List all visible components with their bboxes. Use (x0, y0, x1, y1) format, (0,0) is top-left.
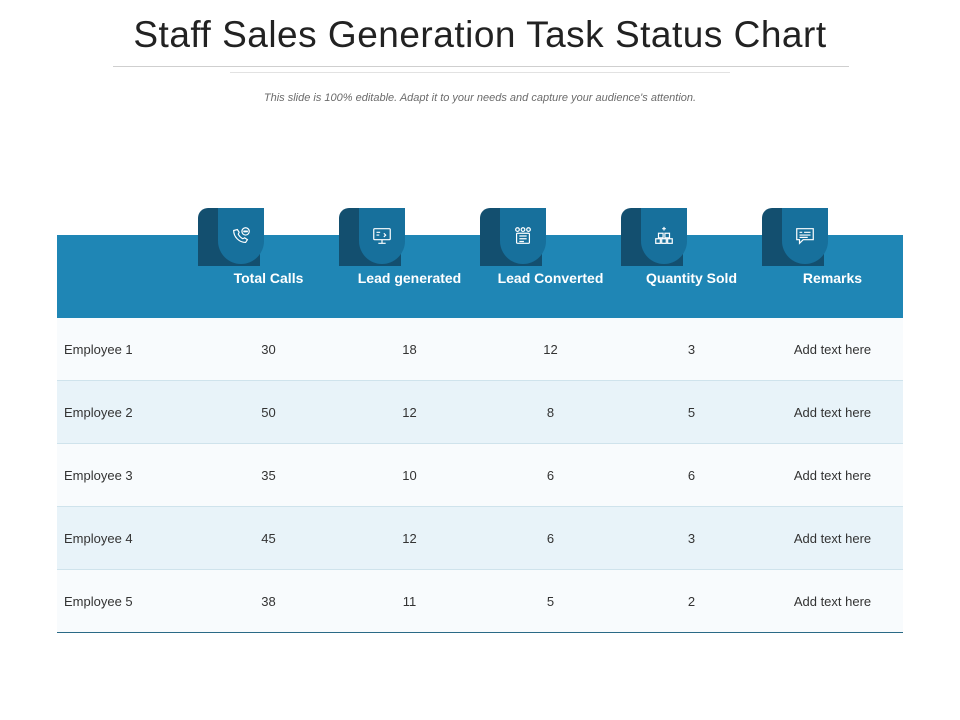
phone-chat-icon (218, 208, 264, 264)
table-row: Employee 1 30 18 12 3 Add text here (57, 318, 903, 381)
cell-lead-generated: 10 (402, 468, 417, 483)
cell-total-calls: 30 (261, 342, 276, 357)
header-lead-generated: Lead generated (357, 270, 462, 286)
cell-total-calls: 50 (261, 405, 276, 420)
people-board-icon (500, 208, 546, 264)
row-employee-name: Employee 4 (64, 531, 133, 546)
page-title: Staff Sales Generation Task Status Chart (133, 14, 827, 55)
cell-lead-generated: 12 (402, 531, 417, 546)
cell-remarks: Add text here (793, 531, 872, 546)
table-body: Employee 1 30 18 12 3 Add text here Empl… (57, 318, 903, 633)
cell-lead-generated: 12 (402, 405, 417, 420)
title-divider-secondary (230, 72, 730, 73)
row-employee-name: Employee 3 (64, 468, 133, 483)
cell-lead-generated: 18 (402, 342, 417, 357)
table-row: Employee 4 45 12 6 3 Add text here (57, 507, 903, 570)
row-employee-name: Employee 1 (64, 342, 133, 357)
header-lead-converted: Lead Converted (497, 270, 604, 286)
monitor-icon (359, 208, 405, 264)
header-remarks: Remarks (802, 270, 863, 286)
table-row: Employee 2 50 12 8 5 Add text here (57, 381, 903, 444)
header-total-calls: Total Calls (233, 270, 304, 286)
sales-status-table: Total Calls Lead generated Lead Converte… (57, 208, 903, 633)
boxes-stack-icon (641, 208, 687, 264)
cell-quantity-sold: 6 (687, 468, 696, 483)
cell-lead-converted: 8 (546, 405, 555, 420)
cell-total-calls: 45 (261, 531, 276, 546)
cell-quantity-sold: 2 (687, 594, 696, 609)
cell-lead-converted: 5 (546, 594, 555, 609)
table-header: Total Calls Lead generated Lead Converte… (57, 208, 903, 318)
cell-total-calls: 38 (261, 594, 276, 609)
cell-remarks: Add text here (793, 342, 872, 357)
cell-remarks: Add text here (793, 594, 872, 609)
cell-lead-converted: 12 (543, 342, 558, 357)
cell-quantity-sold: 3 (687, 342, 696, 357)
row-employee-name: Employee 5 (64, 594, 133, 609)
cell-lead-converted: 6 (546, 468, 555, 483)
cell-quantity-sold: 5 (687, 405, 696, 420)
cell-lead-generated: 11 (402, 594, 417, 609)
title-divider (113, 66, 849, 67)
cell-remarks: Add text here (793, 405, 872, 420)
table-row: Employee 5 38 11 5 2 Add text here (57, 570, 903, 633)
cell-remarks: Add text here (793, 468, 872, 483)
cell-quantity-sold: 3 (687, 531, 696, 546)
cell-lead-converted: 6 (546, 531, 555, 546)
table-row: Employee 3 35 10 6 6 Add text here (57, 444, 903, 507)
message-card-icon (782, 208, 828, 264)
page-subtitle: This slide is 100% editable. Adapt it to… (263, 92, 697, 104)
header-quantity-sold: Quantity Sold (646, 270, 737, 286)
row-employee-name: Employee 2 (64, 405, 133, 420)
cell-total-calls: 35 (261, 468, 276, 483)
